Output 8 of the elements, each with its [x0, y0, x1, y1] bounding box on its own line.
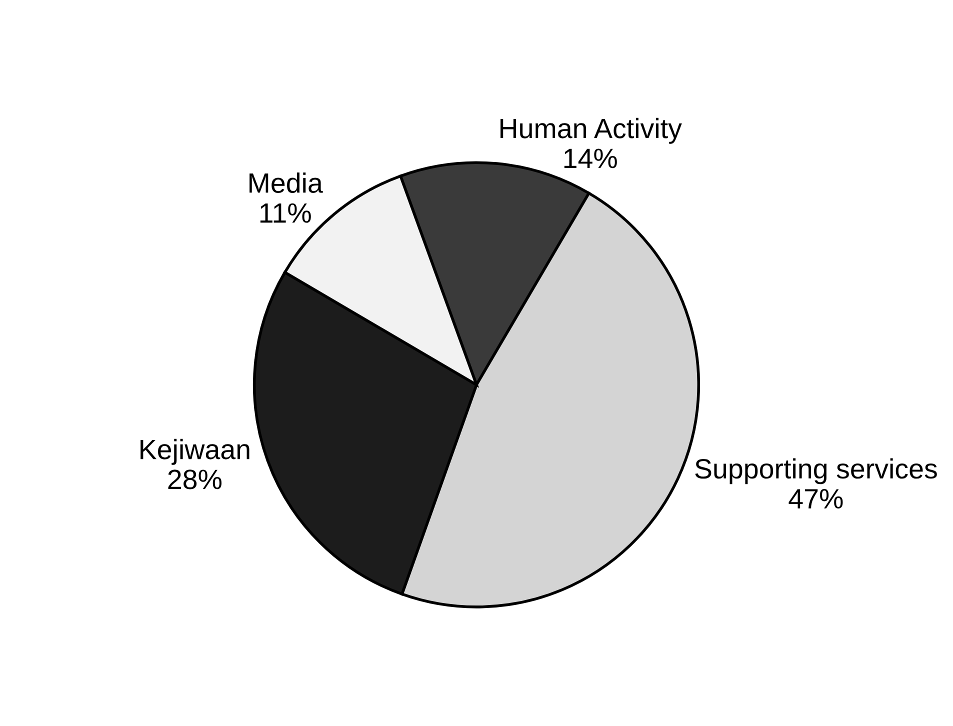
data-label: 28%: [168, 470, 222, 490]
data-label: 14%: [564, 148, 617, 168]
slice-label: Supporting services: [695, 458, 937, 484]
slice-label: Media: [250, 172, 323, 193]
slice-label: Kejiwaan: [140, 438, 250, 465]
data-label: 47%: [788, 489, 843, 508]
data-label: 11%: [260, 203, 311, 223]
slice-label: Human Activity: [500, 118, 682, 144]
